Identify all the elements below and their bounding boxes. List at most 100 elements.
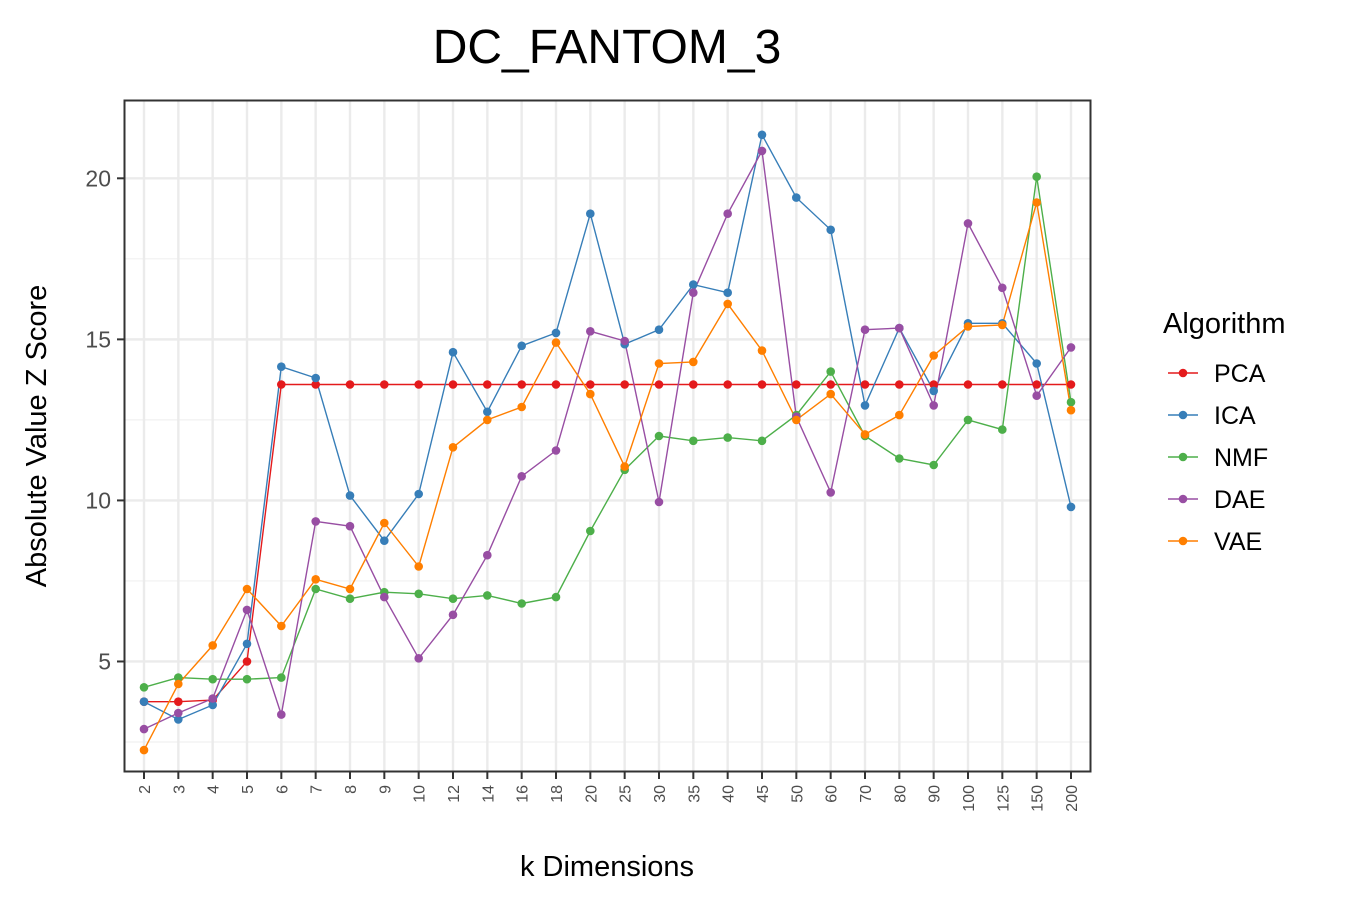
point-vae	[414, 562, 424, 571]
point-pca	[1066, 380, 1076, 389]
point-nmf	[998, 425, 1007, 434]
point-ica	[689, 280, 698, 289]
point-pca	[551, 380, 561, 389]
legend-label: ICA	[1214, 402, 1256, 430]
x-tick-label: 80	[892, 785, 909, 803]
point-nmf	[723, 433, 732, 442]
point-pca	[860, 380, 870, 389]
x-tick-label: 6	[274, 785, 291, 794]
point-nmf	[586, 526, 595, 536]
point-vae	[517, 402, 526, 412]
y-tick-label: 5	[98, 648, 111, 674]
x-tick-label: 70	[858, 785, 875, 803]
point-pca	[929, 380, 938, 389]
legend-marker	[1178, 452, 1188, 462]
point-vae	[277, 621, 286, 631]
point-dae	[277, 710, 286, 719]
point-ica	[551, 328, 561, 338]
x-tick-label: 4	[206, 785, 223, 794]
point-nmf	[1032, 172, 1041, 181]
legend-title: Algorithm	[1163, 308, 1286, 340]
point-pca	[757, 380, 767, 389]
point-vae	[311, 575, 321, 584]
x-tick-label: 30	[652, 785, 669, 803]
point-nmf	[929, 460, 938, 470]
point-ica	[1032, 359, 1041, 368]
point-pca	[1032, 380, 1041, 389]
point-dae	[311, 517, 321, 526]
point-dae	[654, 497, 664, 507]
point-dae	[517, 472, 526, 481]
point-nmf	[517, 599, 526, 608]
point-ica	[654, 325, 664, 335]
point-pca	[723, 380, 732, 389]
point-dae	[174, 708, 183, 718]
point-vae	[586, 389, 595, 399]
point-pca	[963, 380, 973, 389]
point-nmf	[826, 367, 835, 376]
point-dae	[1032, 391, 1041, 401]
legend-label: PCA	[1214, 360, 1266, 388]
legend: Algorithm PCA ICA NMF DAE VAE	[1163, 308, 1286, 556]
point-vae	[998, 320, 1007, 330]
x-tick-label: 35	[686, 785, 703, 803]
point-nmf	[139, 683, 149, 692]
point-ica	[826, 225, 835, 235]
point-ica	[517, 341, 526, 351]
y-tick-label: 15	[85, 326, 111, 352]
point-dae	[998, 283, 1007, 293]
point-pca	[380, 380, 389, 389]
point-ica	[757, 130, 767, 140]
grid	[125, 101, 1090, 771]
point-vae	[242, 584, 252, 594]
point-nmf	[757, 436, 767, 446]
point-vae	[1032, 198, 1041, 207]
point-dae	[448, 610, 458, 620]
point-ica	[139, 697, 149, 706]
point-pca	[242, 657, 252, 666]
point-ica	[483, 407, 492, 417]
point-vae	[723, 299, 732, 309]
point-dae	[551, 446, 561, 455]
point-ica	[174, 715, 183, 724]
point-ica	[792, 193, 801, 202]
x-tick-label: 14	[480, 785, 497, 803]
series-line-ica	[143, 132, 1072, 721]
x-tick-label: 20	[583, 785, 600, 803]
point-ica	[448, 347, 458, 357]
x-tick-label: 9	[377, 785, 394, 794]
point-nmf	[277, 673, 286, 682]
y-axis-title: Absolute Value Z Score	[21, 285, 53, 588]
point-vae	[689, 357, 698, 367]
plot-panel	[123, 99, 1092, 773]
legend-item-dae: DAE	[1168, 486, 1265, 514]
x-tick-label: 100	[961, 785, 978, 812]
legend-item-pca: PCA	[1168, 360, 1266, 388]
point-ica	[586, 209, 595, 218]
x-tick-label: 45	[755, 785, 772, 803]
point-dae	[723, 209, 732, 218]
point-dae	[929, 401, 938, 410]
x-tick-label: 125	[995, 785, 1012, 812]
point-dae	[1066, 343, 1076, 352]
point-dae	[242, 605, 252, 615]
point-dae	[895, 323, 904, 333]
x-tick-label: 90	[927, 785, 944, 803]
point-ica	[277, 362, 286, 372]
x-tick-label: 3	[171, 785, 188, 794]
legend-marker	[1178, 368, 1188, 378]
point-ica	[1066, 502, 1076, 512]
series-line-vae	[143, 202, 1072, 751]
point-ica	[345, 491, 355, 500]
x-tick-label: 50	[789, 785, 806, 803]
point-dae	[139, 724, 149, 734]
point-pca	[998, 380, 1007, 389]
point-dae	[963, 219, 973, 228]
legend-label: DAE	[1214, 486, 1265, 514]
point-pca	[517, 380, 526, 389]
point-dae	[689, 288, 698, 298]
point-dae	[860, 325, 870, 335]
point-vae	[483, 415, 492, 425]
point-pca	[826, 380, 835, 389]
x-tick-label: 2	[137, 785, 154, 794]
